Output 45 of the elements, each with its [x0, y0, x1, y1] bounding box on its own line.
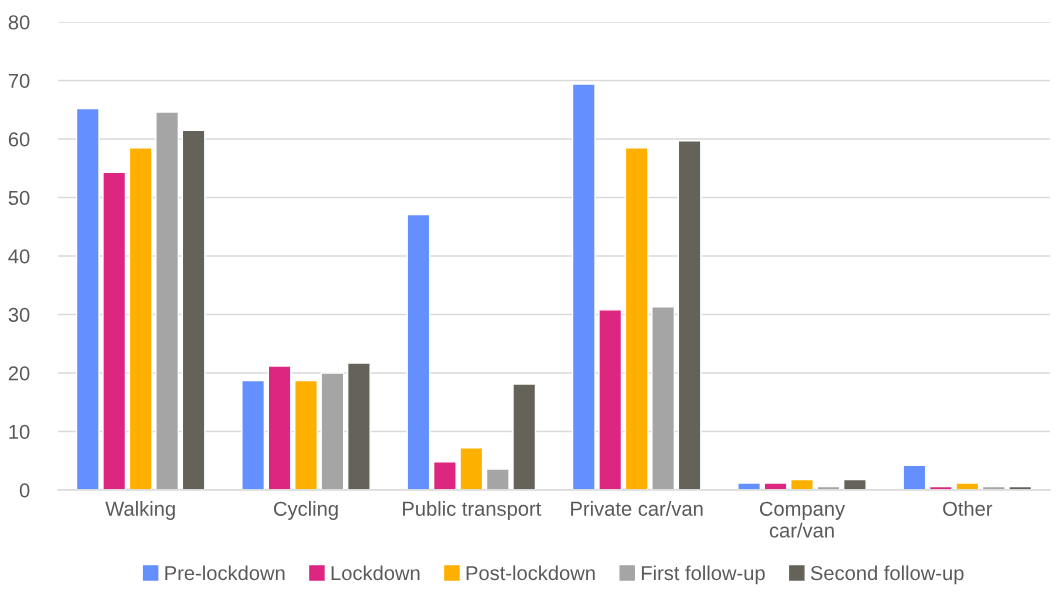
- y-tick-label: 50: [8, 190, 30, 205]
- legend-label: Second follow-up: [810, 565, 964, 585]
- bar: [790, 478, 814, 490]
- bar: [955, 482, 980, 490]
- bar: [346, 362, 371, 490]
- legend-label: Pre-lockdown: [165, 565, 285, 581]
- legend-label: Post-lockdown: [466, 565, 595, 581]
- bar: [267, 365, 292, 490]
- bar: [677, 140, 702, 490]
- bar: [102, 171, 127, 490]
- bar: [294, 379, 318, 490]
- bar: [902, 464, 927, 490]
- bar: [406, 213, 431, 490]
- legend-label: First follow-up: [641, 565, 765, 585]
- legend-label: Lockdown: [331, 565, 420, 581]
- bar: [842, 478, 867, 490]
- y-tick-label: 10: [9, 424, 30, 439]
- bar: [651, 306, 676, 490]
- y-tick-label: 70: [8, 73, 30, 88]
- x-tick-label: Public transport: [403, 501, 542, 520]
- bar: [241, 379, 266, 490]
- bar: [485, 468, 510, 490]
- bar: [624, 147, 649, 490]
- bar: [459, 447, 484, 490]
- y-tick-label: 20: [8, 366, 30, 381]
- y-tick-label: 0: [19, 483, 30, 498]
- y-tick-label: 30: [8, 307, 30, 322]
- bar: [512, 383, 537, 490]
- bar: [128, 147, 153, 490]
- x-tick-label: Company car/van: [759, 501, 846, 538]
- bar: [75, 107, 100, 490]
- x-tick-label: Private car/van: [571, 501, 703, 516]
- y-tick-label: 60: [8, 132, 30, 147]
- bar: [432, 461, 457, 490]
- bar: [181, 129, 206, 490]
- bar: [155, 111, 180, 490]
- y-tick-label: 80: [8, 15, 30, 30]
- x-tick-label: Cycling: [274, 501, 338, 520]
- x-tick-label: Other: [943, 501, 993, 516]
- bar: [320, 372, 345, 490]
- bar: [598, 309, 623, 490]
- bar: [571, 83, 596, 490]
- x-tick-label: Walking: [105, 501, 175, 520]
- bar: [737, 482, 762, 490]
- y-tick-label: 40: [8, 249, 30, 264]
